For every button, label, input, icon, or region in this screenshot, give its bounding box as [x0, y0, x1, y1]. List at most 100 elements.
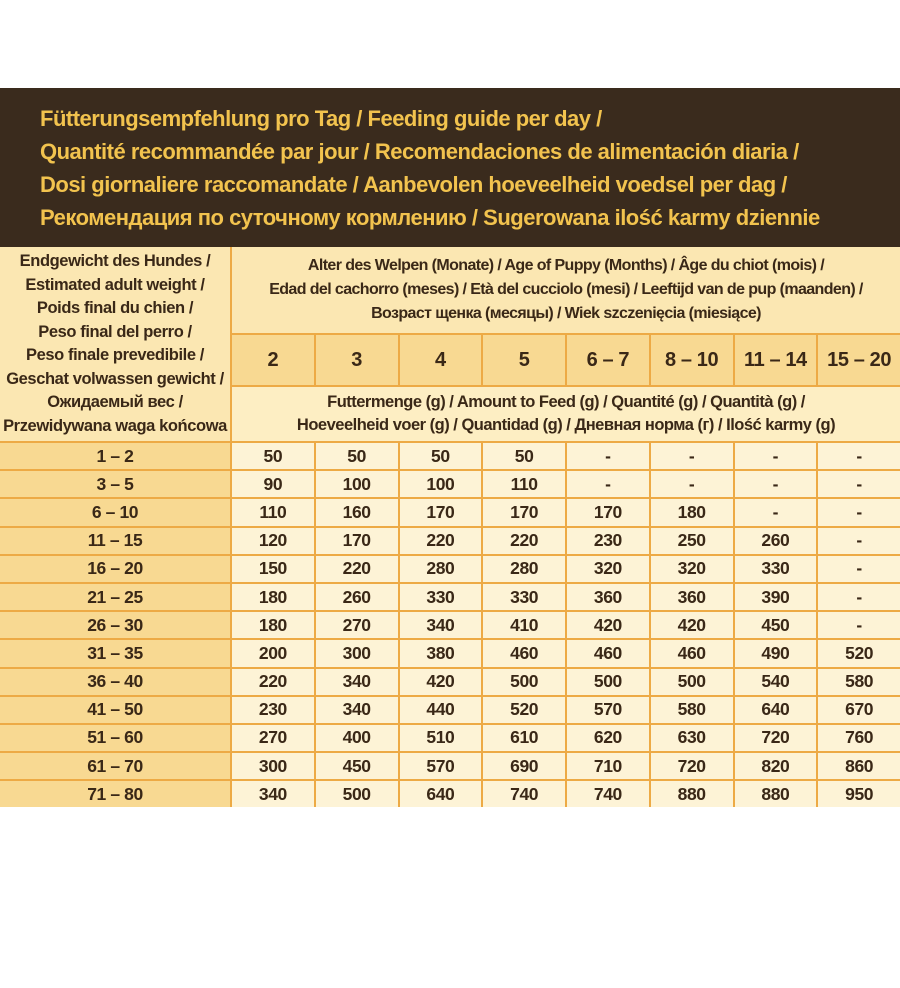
amount-value-cell: 400	[315, 724, 398, 752]
amount-value-cell: 250	[650, 527, 733, 554]
amount-value-cell: -	[650, 471, 733, 498]
month-header-cell: 4	[399, 335, 482, 385]
amount-value-cell: 450	[315, 753, 398, 780]
amount-value-cell: 50	[315, 443, 398, 470]
month-header-cell: 11 – 14	[734, 335, 817, 385]
amount-value-cell: 50	[399, 443, 482, 470]
weight-range-cell: 6 – 10	[0, 499, 230, 526]
amount-value-cell: 360	[650, 583, 733, 611]
amount-value-cell: 610	[483, 724, 565, 752]
amount-value-cell: 260	[315, 583, 398, 611]
amount-value-cell: 50	[483, 443, 565, 470]
amount-value-cell: 320	[650, 555, 733, 582]
amount-value-cell: 620	[567, 724, 649, 752]
amount-value-cell: -	[734, 443, 817, 470]
weight-range-cell: 61 – 70	[0, 753, 230, 780]
amount-value-cell: 580	[650, 696, 733, 723]
age-of-puppy-header: Alter des Welpen (Monate) / Age of Puppy…	[232, 247, 900, 333]
amount-value-cell: 500	[483, 668, 565, 695]
amount-value-cell: 390	[734, 583, 817, 611]
feeding-guide-banner: Fütterungsempfehlung pro Tag / Feeding g…	[0, 88, 900, 247]
amount-value-cell: 180	[232, 583, 314, 611]
amount-value-cell: 50	[232, 443, 314, 470]
amount-value-cell: 720	[650, 753, 733, 780]
amount-value-cell: 880	[650, 781, 733, 808]
amount-value-cell: -	[734, 471, 817, 498]
weight-header-line: Peso finale prevedibile /	[26, 346, 204, 364]
amount-value-cell: 540	[734, 668, 817, 695]
amount-value-cell: 280	[399, 555, 482, 582]
weight-range-cell: 1 – 2	[0, 443, 230, 470]
amount-value-cell: 170	[399, 499, 482, 526]
age-header-line: Alter des Welpen (Monate) / Age of Puppy…	[307, 257, 825, 274]
amount-value-cell: 110	[483, 471, 565, 498]
amount-value-cell: 160	[315, 499, 398, 526]
amount-value-cell: -	[650, 443, 733, 470]
amount-value-cell: 320	[567, 555, 649, 582]
amount-value-cell: 220	[399, 527, 482, 554]
amount-to-feed-header: Futtermenge (g) / Amount to Feed (g) / Q…	[232, 387, 900, 441]
amount-value-cell: -	[818, 499, 900, 526]
amount-value-cell: 520	[818, 640, 900, 667]
weight-header-line: Poids final du chien /	[36, 299, 194, 317]
amount-value-cell: 460	[567, 640, 649, 667]
amount-value-cell: 420	[567, 612, 649, 639]
age-header-line: Edad del cachorro (meses) / Età del cucc…	[269, 281, 863, 298]
month-header-cell: 5	[483, 335, 565, 385]
amount-value-cell: 820	[734, 753, 817, 780]
weight-header-line: Ожидаемый вес /	[47, 393, 183, 411]
amount-value-cell: 330	[734, 555, 817, 582]
amount-value-cell: 230	[567, 527, 649, 554]
amount-value-cell: 340	[315, 668, 398, 695]
month-header-cell: 8 – 10	[650, 335, 733, 385]
amount-value-cell: 720	[734, 724, 817, 752]
amount-value-cell: 630	[650, 724, 733, 752]
month-header-cell: 6 – 7	[567, 335, 649, 385]
amount-value-cell: 170	[483, 499, 565, 526]
amount-value-cell: -	[818, 443, 900, 470]
amount-value-cell: 220	[232, 668, 314, 695]
amount-value-cell: 570	[399, 753, 482, 780]
amount-value-cell: 150	[232, 555, 314, 582]
feeding-guide-table: Endgewicht des Hundes / Estimated adult …	[0, 247, 900, 808]
weight-range-cell: 51 – 60	[0, 724, 230, 752]
amount-value-cell: 340	[399, 612, 482, 639]
weight-range-cell: 11 – 15	[0, 527, 230, 554]
amount-value-cell: -	[818, 527, 900, 554]
amount-value-cell: 330	[483, 583, 565, 611]
amount-value-cell: 260	[734, 527, 817, 554]
amount-value-cell: 670	[818, 696, 900, 723]
amount-value-cell: 280	[483, 555, 565, 582]
weight-header-line: Geschat volwassen gewicht /	[6, 369, 224, 388]
amount-value-cell: 90	[232, 471, 314, 498]
weight-range-cell: 36 – 40	[0, 668, 230, 695]
amount-value-cell: 570	[567, 696, 649, 723]
month-header-cell: 3	[315, 335, 398, 385]
weight-range-cell: 3 – 5	[0, 471, 230, 498]
amount-value-cell: 300	[232, 753, 314, 780]
amount-value-cell: 300	[315, 640, 398, 667]
amount-value-cell: 220	[315, 555, 398, 582]
weight-range-cell: 71 – 80	[0, 781, 230, 808]
amount-value-cell: -	[818, 583, 900, 611]
age-header-line: Возраст щенка (месяцы) / Wiek szczenięci…	[371, 305, 761, 322]
amount-value-cell: -	[818, 471, 900, 498]
amount-value-cell: 490	[734, 640, 817, 667]
amount-value-cell: 640	[734, 696, 817, 723]
amount-value-cell: 460	[650, 640, 733, 667]
weight-header-line: Estimated adult weight /	[25, 275, 205, 294]
amount-value-cell: 200	[232, 640, 314, 667]
amount-value-cell: 420	[650, 612, 733, 639]
weight-header-line: Endgewicht des Hundes /	[19, 252, 211, 270]
weight-range-cell: 21 – 25	[0, 583, 230, 611]
amount-value-cell: 170	[315, 527, 398, 554]
amount-value-cell: 690	[483, 753, 565, 780]
amount-value-cell: 340	[315, 696, 398, 723]
amount-value-cell: 500	[650, 668, 733, 695]
amount-value-cell: 380	[399, 640, 482, 667]
amount-value-cell: 180	[650, 499, 733, 526]
amount-value-cell: 170	[567, 499, 649, 526]
amount-value-cell: 410	[483, 612, 565, 639]
amount-value-cell: 500	[567, 668, 649, 695]
amount-value-cell: 440	[399, 696, 482, 723]
